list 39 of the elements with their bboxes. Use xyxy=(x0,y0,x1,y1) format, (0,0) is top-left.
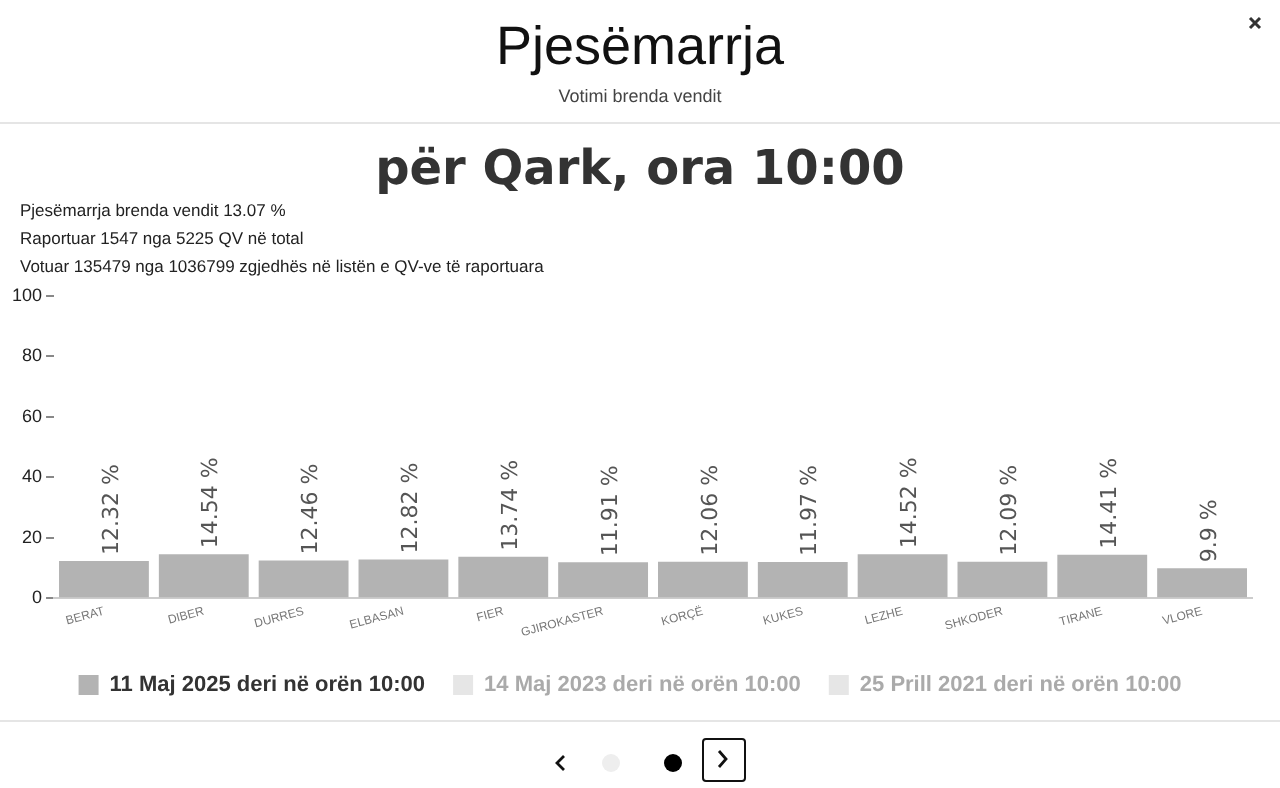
y-tick-label: 80 xyxy=(22,345,43,366)
bar xyxy=(558,562,649,598)
bar xyxy=(59,560,149,598)
y-tick-label: 100 xyxy=(11,284,43,305)
data-label: 14.54 % xyxy=(197,457,224,549)
data-label: 11.97 % xyxy=(796,465,823,556)
y-tick-label: 20 xyxy=(22,526,43,547)
chart-subtitle: Votimi brenda vendit xyxy=(556,86,724,106)
data-label: 12.09 % xyxy=(996,464,1023,556)
legend-label: 14 Maj 2023 deri në orën 10:00 xyxy=(484,673,801,698)
data-label: 13.74 % xyxy=(496,459,523,551)
legend-label: 11 Maj 2025 deri në orën 10:00 xyxy=(109,673,426,698)
data-label: 14.52 % xyxy=(896,457,923,549)
bar xyxy=(757,562,848,598)
legend-label: 25 Prill 2021 deri në orën 10:00 xyxy=(859,673,1182,698)
bar xyxy=(458,556,549,598)
y-tick-label: 60 xyxy=(22,405,43,426)
data-label: 12.06 % xyxy=(696,464,723,556)
data-label: 12.32 % xyxy=(97,464,124,555)
bar xyxy=(1057,554,1148,598)
y-tick-label: 0 xyxy=(32,587,43,608)
text: Raportuar 1547 nga 5225 QV në total xyxy=(20,226,306,252)
bar xyxy=(857,554,948,598)
data-label: 11.91 % xyxy=(596,465,623,557)
bar xyxy=(358,559,449,598)
bar xyxy=(158,554,249,598)
data-label: 12.46 % xyxy=(297,463,324,555)
text: Pjesëmarrja brenda vendit 13.07 % xyxy=(20,198,288,224)
bar xyxy=(1157,568,1248,598)
data-label: 12.82 % xyxy=(397,462,424,554)
bar xyxy=(258,560,349,598)
text: Votuar 135479 nga 1036799 zgjedhës në listën e QV-ve të raportuara xyxy=(20,254,546,280)
y-tick-label: 40 xyxy=(22,466,43,487)
data-label: 9.9 % xyxy=(1195,499,1222,563)
bar xyxy=(957,561,1048,598)
data-label: 14.41 % xyxy=(1095,457,1122,549)
text: për Qark, ora 10:00 xyxy=(373,140,907,196)
chart-title: Pjesëmarrja xyxy=(493,14,787,78)
bar xyxy=(658,561,748,598)
